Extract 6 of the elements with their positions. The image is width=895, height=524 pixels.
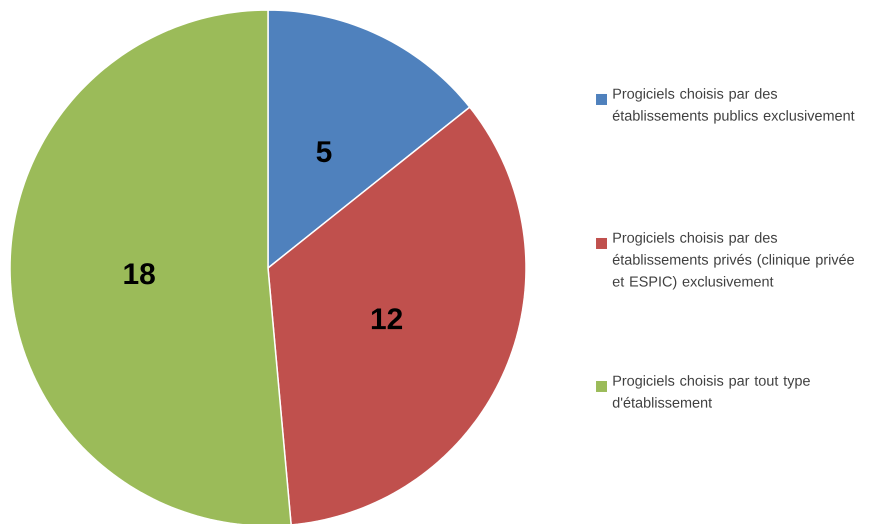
legend-label: Progiciels choisis par des établissements publics exclusivement <box>612 88 855 124</box>
data-label: 18 <box>124 263 155 284</box>
data-label: 5 <box>316 141 332 162</box>
legend-label: Progiciels choisis par des établissements privés (clinique privée et ESPIC) exclusivement <box>612 232 854 290</box>
data-label: 12 <box>372 308 402 330</box>
legend-label: Progiciels choisis par tout type d'établissement <box>612 375 810 408</box>
